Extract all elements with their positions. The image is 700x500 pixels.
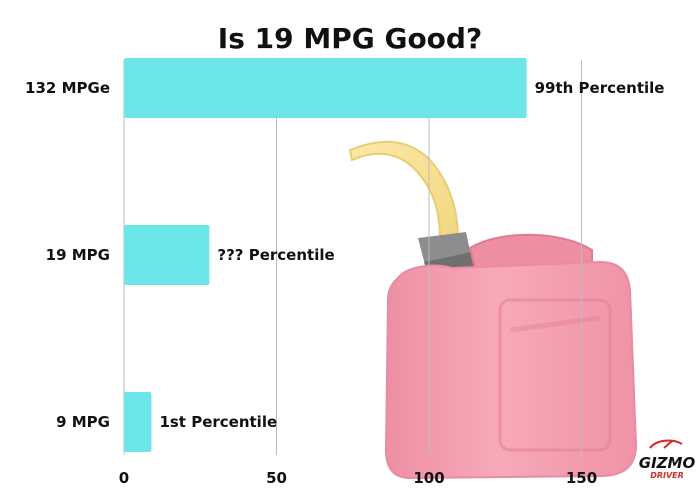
gizmo-driver-logo: GIZMO DRIVER	[639, 439, 696, 480]
data-label: 99th Percentile	[535, 79, 665, 97]
x-tick-label: 100	[413, 469, 444, 487]
bar	[124, 225, 210, 285]
bars	[124, 58, 527, 452]
bar	[124, 58, 527, 118]
category-labels: 132 MPGe 19 MPG 9 MPG	[25, 79, 110, 431]
x-tick-label: 0	[119, 469, 129, 487]
x-tick-label: 50	[266, 469, 287, 487]
x-axis-ticks: 0 50 100 150	[119, 469, 597, 487]
x-tick-label: 150	[566, 469, 597, 487]
category-label: 132 MPGe	[25, 79, 110, 97]
category-label: 19 MPG	[46, 246, 110, 264]
bar	[124, 392, 152, 452]
category-label: 9 MPG	[56, 413, 110, 431]
chart-title: Is 19 MPG Good?	[218, 22, 482, 55]
gas-can-image	[348, 140, 638, 480]
data-labels: 99th Percentile ??? Percentile 1st Percent…	[159, 79, 664, 431]
logo-subtext: DRIVER	[650, 471, 684, 480]
data-label: ??? Percentile	[217, 246, 334, 264]
logo-text: GIZMO	[639, 454, 696, 472]
data-label: 1st Percentile	[159, 413, 277, 431]
